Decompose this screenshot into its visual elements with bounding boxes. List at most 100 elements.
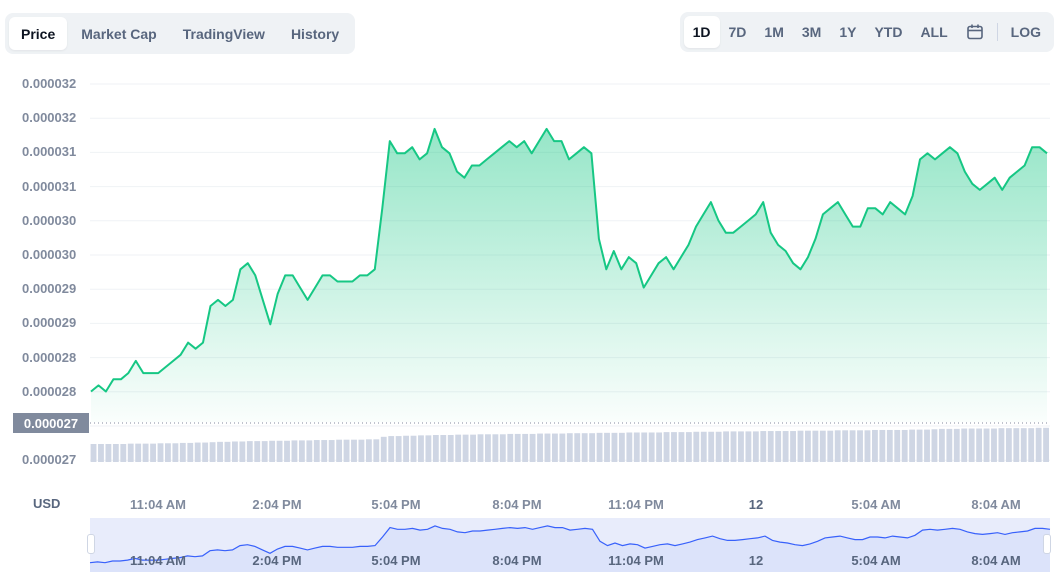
calendar-icon[interactable]	[957, 16, 993, 48]
volume-bar	[432, 435, 439, 462]
volume-bar	[529, 433, 536, 462]
volume-bar	[968, 428, 975, 462]
y-tick-label: 0.000029	[22, 315, 77, 331]
volume-bar	[700, 431, 707, 462]
y-tick-label: 0.000030	[22, 212, 77, 228]
x-tick-label: 5:04 AM	[851, 497, 901, 512]
y-tick-label: 0.000031	[22, 144, 77, 160]
volume-bar	[291, 440, 298, 462]
x-tick-label: 12	[748, 497, 764, 512]
range-1m[interactable]: 1M	[764, 24, 784, 40]
volume-bar	[983, 428, 990, 462]
volume-bar	[998, 428, 1005, 462]
volume-bar	[157, 443, 164, 462]
volume-bar	[775, 431, 782, 462]
price-line	[90, 127, 1048, 393]
volume-bar	[395, 436, 402, 462]
x-tick-label: 8:04 PM	[492, 497, 542, 512]
range-all[interactable]: ALL	[920, 24, 948, 40]
volume-bar	[805, 430, 811, 462]
navigator-left-handle[interactable]	[87, 534, 95, 554]
volume-bar	[715, 431, 722, 462]
volume-bar	[328, 440, 335, 462]
volume-bar	[849, 430, 856, 462]
volume-bar	[470, 434, 476, 462]
volume-bar	[738, 431, 744, 462]
range-7d[interactable]: 7D	[728, 24, 747, 40]
price-area	[91, 128, 1047, 422]
volume-bar	[1035, 427, 1042, 462]
range-1d[interactable]: 1D	[683, 16, 720, 48]
volume-bar	[1043, 427, 1049, 462]
volume-bar	[358, 439, 365, 462]
volume-bar	[224, 441, 231, 462]
navigator-area	[90, 525, 1050, 572]
volume-bar	[172, 443, 179, 462]
volume-bar	[336, 439, 343, 462]
currency-label: USD	[33, 496, 61, 511]
range-1y[interactable]: 1Y	[839, 24, 857, 40]
y-tick-label: 0.000031	[22, 178, 77, 194]
volume-bar	[812, 430, 819, 462]
volume-bar	[633, 432, 640, 462]
y-tick-label: 0.000029	[22, 281, 77, 297]
navigator-tick-label: 2:04 PM	[252, 553, 302, 568]
volume-bar	[886, 429, 893, 462]
navigator-right-handle[interactable]	[1043, 534, 1051, 554]
volume-bar	[514, 433, 521, 462]
tab-price[interactable]: Price	[9, 17, 68, 50]
volume-bar	[566, 433, 573, 462]
tab-tradingview[interactable]: TradingView	[182, 25, 265, 42]
volume-bar	[678, 432, 685, 462]
volume-bar	[150, 443, 156, 462]
volume-bar	[931, 429, 938, 462]
volume-bar	[492, 434, 499, 462]
volume-bar	[618, 432, 625, 462]
volume-bar	[1020, 428, 1027, 462]
range-ytd[interactable]: YTD	[874, 24, 903, 40]
x-tick-label: 5:04 PM	[371, 497, 421, 512]
volume-bar	[864, 430, 871, 462]
volume-bar	[842, 430, 849, 462]
range-3m[interactable]: 3M	[801, 24, 822, 40]
volume-bar	[894, 429, 901, 462]
volume-bar	[782, 431, 789, 462]
volume-bar	[879, 429, 886, 462]
volume-bar	[871, 429, 878, 462]
volume-bar	[626, 432, 633, 462]
volume-bar	[284, 440, 290, 462]
chart-mode-tabs: Price Market Cap TradingView History	[5, 13, 356, 54]
volume-bar	[760, 431, 767, 462]
log-scale-toggle[interactable]: LOG	[1010, 24, 1041, 40]
volume-bar	[991, 428, 997, 462]
volume-bar	[589, 433, 596, 462]
navigator-tick-label: 5:04 PM	[371, 553, 421, 568]
tab-history[interactable]: History	[290, 25, 340, 42]
volume-bar	[418, 435, 424, 462]
volume-bar	[231, 441, 238, 462]
volume-bar	[723, 431, 729, 462]
volume-bar	[537, 433, 543, 462]
y-tick-label: 0.000032	[22, 110, 77, 126]
volume-bar	[611, 432, 618, 462]
volume-bar	[946, 428, 953, 462]
volume-bar	[410, 435, 417, 462]
volume-bar	[522, 433, 529, 462]
navigator-line	[89, 525, 1051, 564]
volume-bar	[343, 439, 350, 462]
volume-bar	[752, 431, 759, 462]
volume-bar	[321, 440, 328, 462]
volume-bar	[269, 440, 276, 462]
volume-bar	[98, 444, 104, 462]
volume-bar	[165, 443, 171, 462]
volume-bar	[298, 440, 305, 462]
navigator-tick-label: 8:04 PM	[492, 553, 542, 568]
volume-bar	[276, 440, 283, 462]
volume-bar	[217, 441, 223, 462]
volume-bar	[462, 434, 469, 462]
volume-bar	[373, 439, 380, 462]
price-chart[interactable]	[90, 70, 1050, 490]
range-navigator[interactable]	[88, 515, 1052, 573]
tab-market-cap[interactable]: Market Cap	[81, 25, 157, 42]
volume-bar	[961, 428, 968, 462]
